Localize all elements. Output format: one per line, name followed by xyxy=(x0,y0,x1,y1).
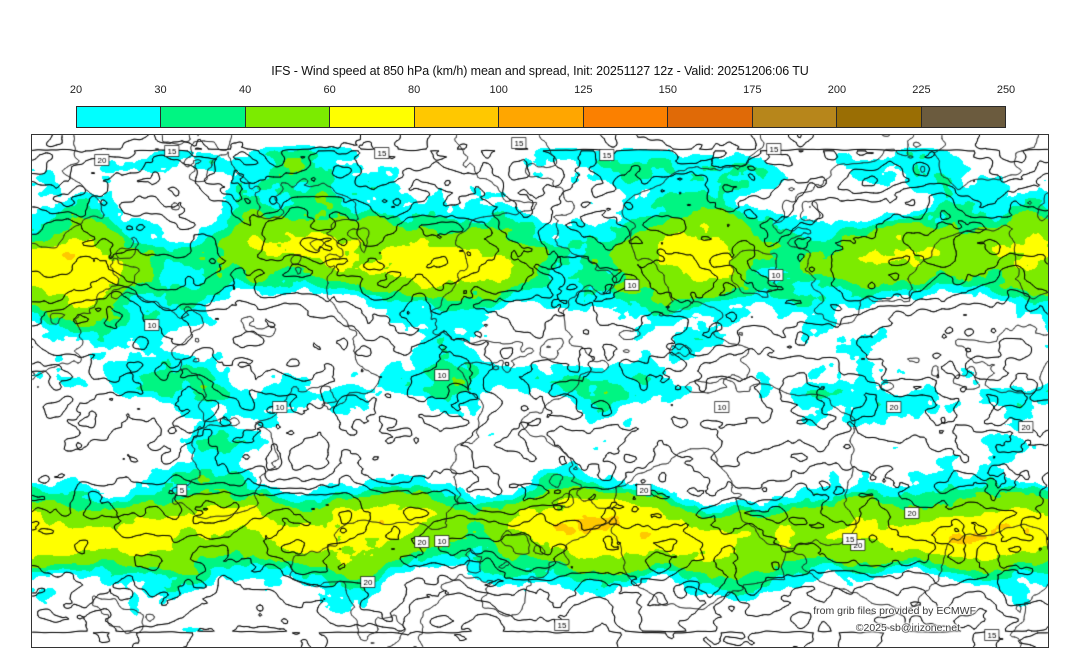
colorbar-legend: 20 30 40 60 80 100 125 150 175 200 225 250 xyxy=(70,84,1015,128)
colorbar-tick-30: 30 xyxy=(154,84,167,96)
colorbar-band-40-60 xyxy=(245,107,331,127)
colorbar-bands xyxy=(76,106,1006,128)
page-title: IFS - Wind speed at 850 hPa (km/h) mean … xyxy=(271,64,809,78)
colorbar-tick-80: 80 xyxy=(408,84,421,96)
colorbar-band-175-200 xyxy=(752,107,838,127)
colorbar-band-20-30 xyxy=(77,107,162,127)
wind-speed-field xyxy=(32,135,1048,647)
colorbar-band-60-80 xyxy=(330,107,415,127)
colorbar-band-100-125 xyxy=(499,107,584,127)
credit-source: from grib files provided by ECMWF xyxy=(813,605,976,617)
colorbar-tick-100: 100 xyxy=(489,84,508,96)
colorbar-tick-200: 200 xyxy=(827,84,847,96)
colorbar-band-30-40 xyxy=(161,107,246,127)
colorbar-band-125-150 xyxy=(583,107,669,127)
colorbar-band-200-225 xyxy=(837,107,922,127)
credit-copyright: ©2025 sb@irizone.net xyxy=(855,622,960,634)
colorbar-band-225-250 xyxy=(921,107,1005,127)
colorbar-tick-125: 125 xyxy=(574,84,593,96)
colorbar-tick-250: 250 xyxy=(996,84,1016,96)
colorbar-band-150-175 xyxy=(668,107,753,127)
colorbar-tick-labels: 20 30 40 60 80 100 125 150 175 200 225 250 xyxy=(70,84,1015,102)
colorbar-tick-60: 60 xyxy=(323,84,336,96)
colorbar-tick-225: 225 xyxy=(912,84,931,96)
colorbar-tick-150: 150 xyxy=(658,84,677,96)
colorbar-tick-40: 40 xyxy=(238,84,252,96)
colorbar-band-80-100 xyxy=(414,107,500,127)
colorbar-tick-20: 20 xyxy=(69,84,83,96)
map-plot-area: from grib files provided by ECMWF ©2025 … xyxy=(31,134,1049,648)
colorbar-tick-175: 175 xyxy=(743,84,762,96)
